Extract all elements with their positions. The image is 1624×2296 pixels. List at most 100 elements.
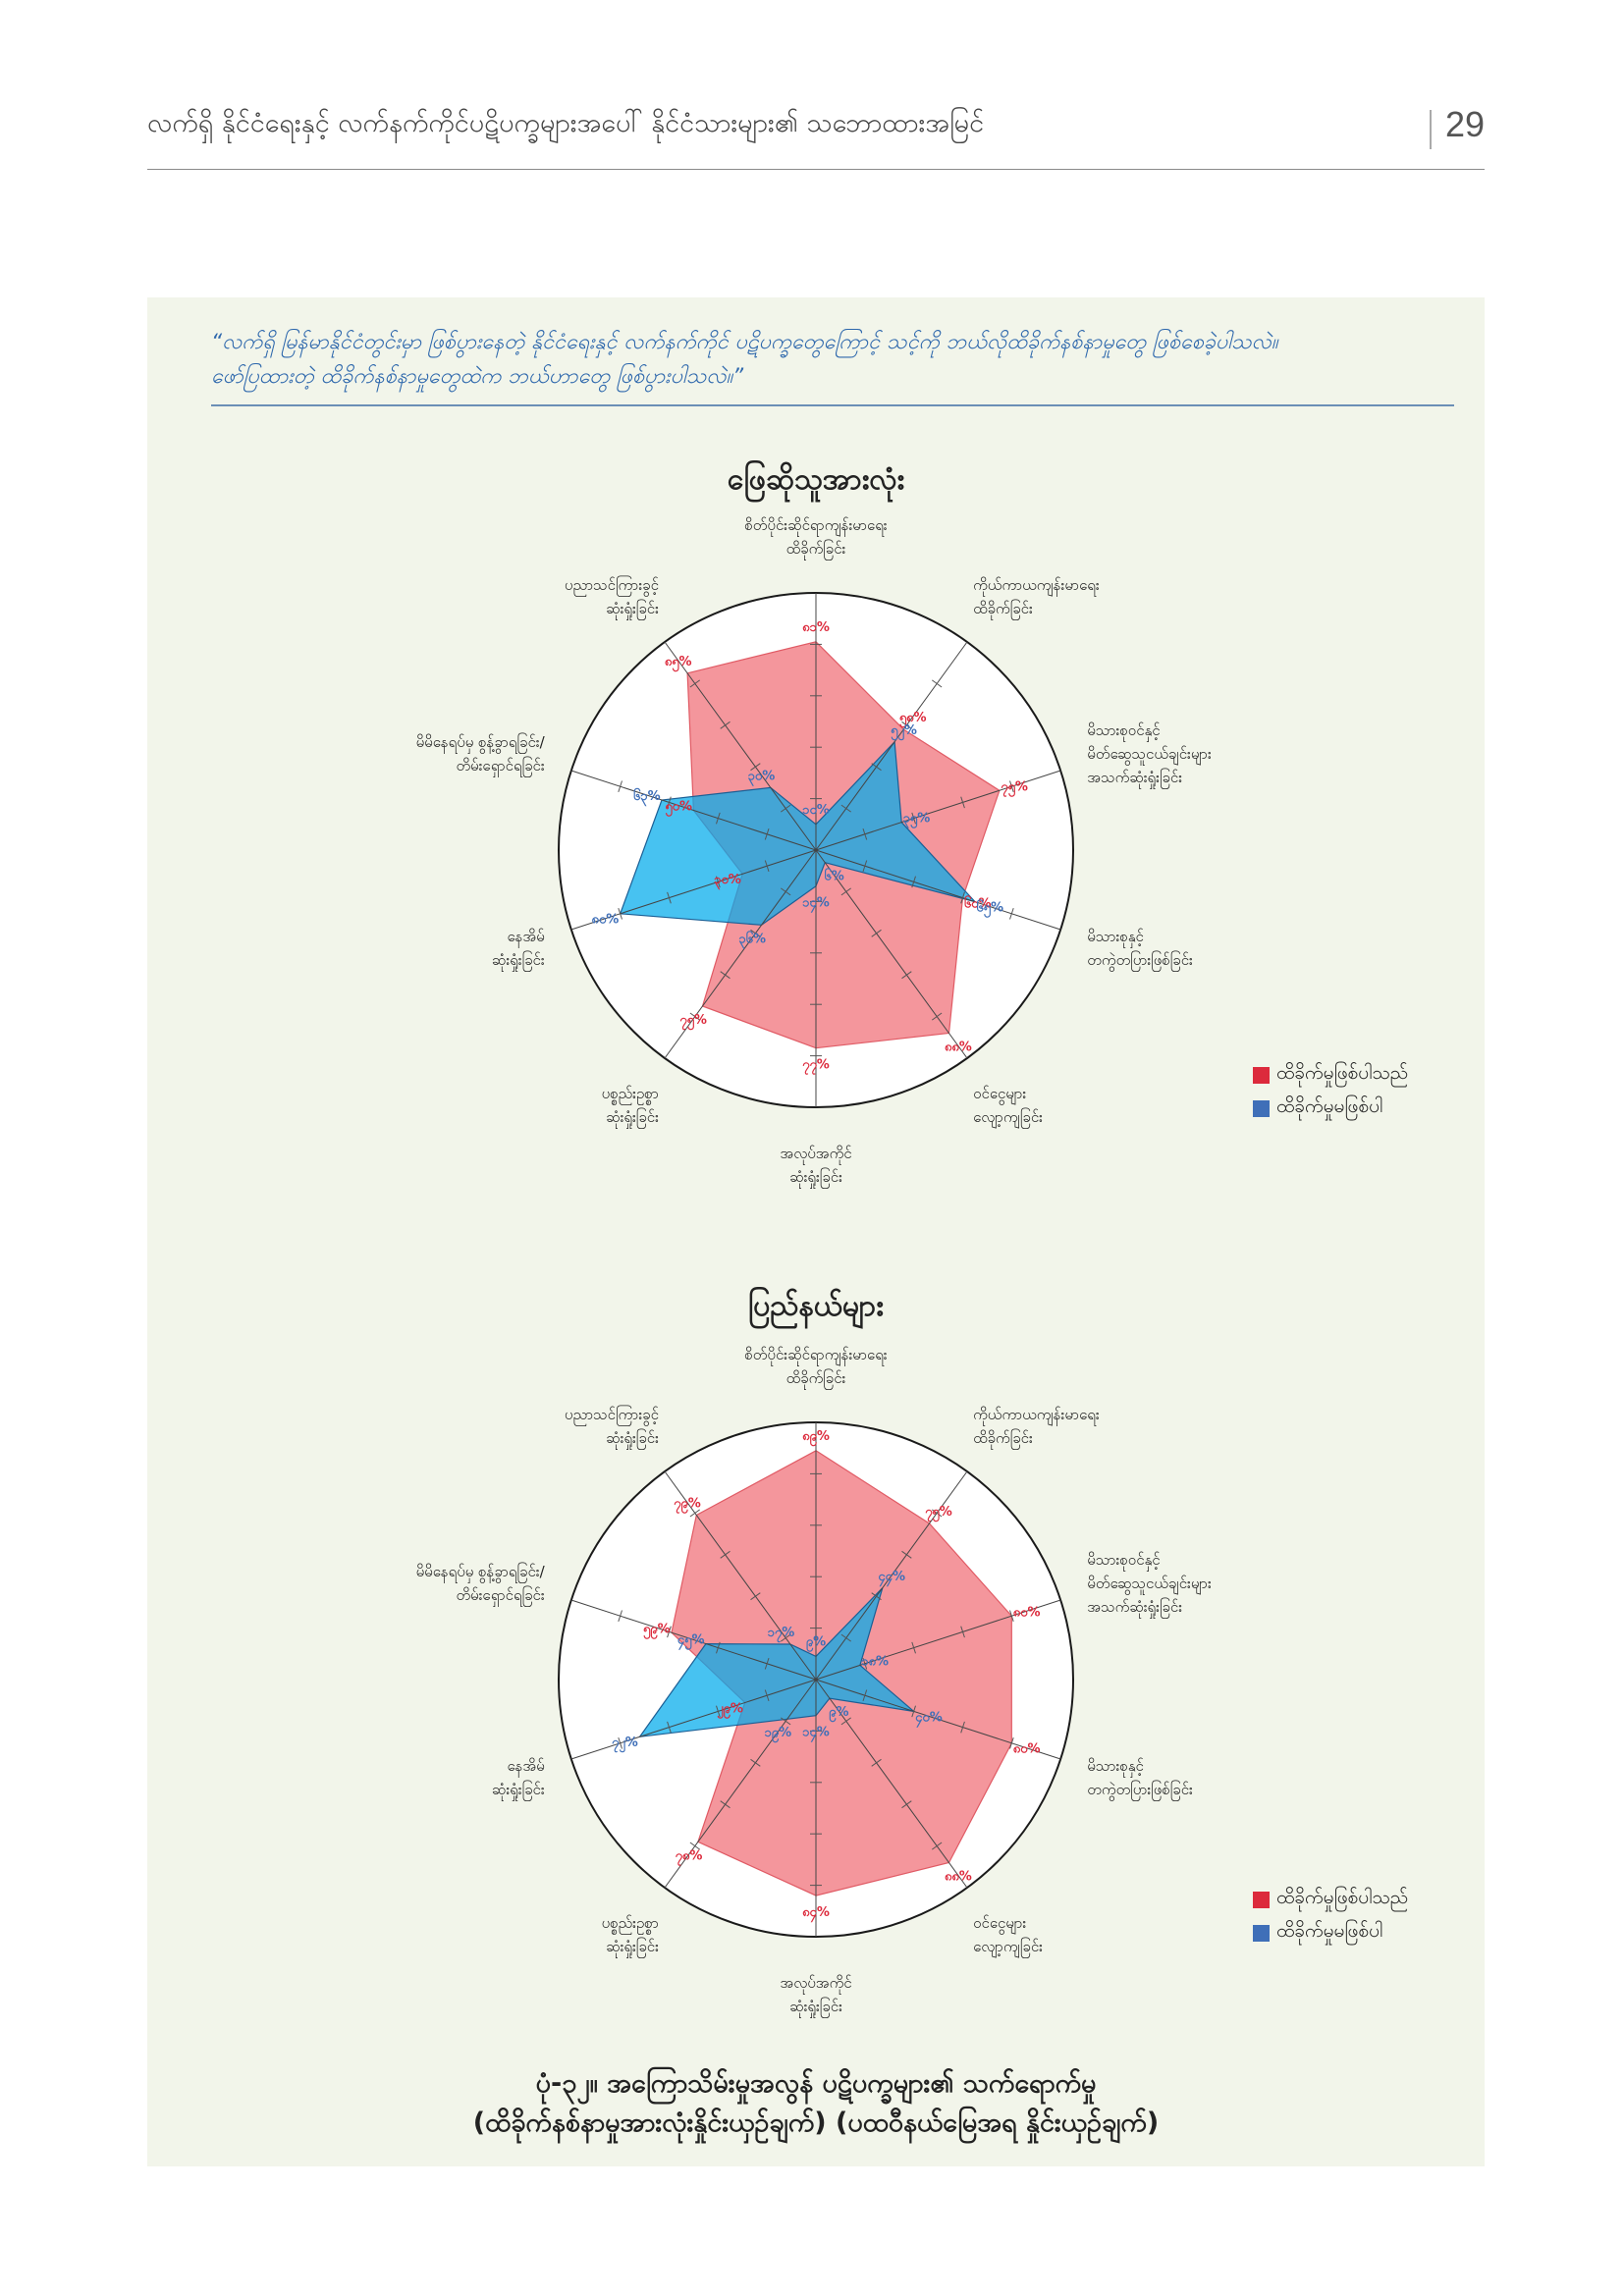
- axis-label: ပညာသင်ကြားခွင့်: [565, 1405, 659, 1426]
- radar-spoke: [815, 770, 1061, 851]
- radar-tick: [689, 1509, 700, 1518]
- radar-spoke: [570, 849, 817, 931]
- radar-spoke: [815, 849, 1061, 931]
- radar-tick: [862, 828, 868, 840]
- radar-tick: [764, 828, 770, 840]
- radar-spoke: [570, 770, 817, 851]
- data-label-affected: ၇၈%: [676, 1848, 703, 1866]
- data-label-affected: ၈၄%: [802, 1905, 830, 1923]
- radar-tick: [618, 1736, 623, 1749]
- radar-spoke: [815, 1470, 968, 1681]
- axis-label: ထိခိုက်ခြင်း: [973, 599, 1033, 620]
- axis-label: မိသားစုဝင်နှင့်: [1087, 721, 1160, 742]
- radar-tick: [618, 907, 623, 920]
- data-label-affected: ၈၈%: [945, 1870, 972, 1885]
- radar-tick: [689, 1842, 700, 1850]
- radar-tick: [901, 971, 912, 980]
- caption-line-2: (ထိခိုက်နစ်နာမှုအားလုံးနှိုင်းယှဉ်ချက်) …: [472, 2108, 1160, 2138]
- axis-label: တကွဲတပြားဖြစ်ခြင်း: [1087, 950, 1193, 972]
- axis-label: မိသားစုနှင့်: [1087, 1757, 1144, 1778]
- radar-chart-all-respondents: ဖြေဆိုသူအားလုံး စိတ်ပိုင်းဆိုင်ရာကျန်းမာ…: [147, 440, 1485, 1205]
- radar-tick: [871, 1592, 882, 1601]
- axis-label: မိမိနေရပ်မှ စွန့်ခွာရခြင်း/: [416, 732, 546, 754]
- radar-tick: [911, 876, 916, 888]
- legend-swatch-not-affected: [1253, 1099, 1270, 1117]
- axis-label: ဝင်ငွေများ: [973, 1085, 1026, 1105]
- axis-label: ဆုံးရှုံးခြင်း: [606, 1428, 659, 1450]
- radar-tick: [911, 812, 916, 825]
- data-label-not-affected: ၆၃%: [633, 787, 661, 807]
- data-label-affected: ၇၇%: [802, 1058, 830, 1076]
- running-title: လက်ရှိ နိုင်ငံရေးနှင့် လက်နက်ကိုင်ပဋိပက္…: [147, 108, 985, 138]
- axis-label: လျော့ကျခြင်း: [973, 1107, 1043, 1129]
- data-label-affected: ၅၈%: [899, 711, 927, 728]
- axis-label: မိတ်ဆွေသူငယ်ချင်းများ: [1087, 1575, 1212, 1595]
- data-label-not-affected: ၁၀%: [802, 803, 830, 818]
- radar-tick: [932, 679, 943, 688]
- data-label-not-affected: ၄၀%: [915, 1710, 943, 1728]
- question-line-1: “လက်ရှိ မြန်မာနိုင်ငံတွင်းမှာ ဖြစ်ပွားနေ…: [211, 330, 1278, 354]
- axis-label: တကွဲတပြားဖြစ်ခြင်း: [1087, 1780, 1193, 1801]
- radar-tick: [781, 887, 791, 896]
- axis-label: မိမိနေရပ်မှ စွန့်ခွာရခြင်း/: [416, 1562, 546, 1583]
- axis-label: ကိုယ်ကာယကျန်းမာရေး: [973, 576, 1100, 597]
- radar-tick: [750, 1592, 761, 1601]
- radar-spoke: [664, 1470, 817, 1681]
- figure-panel: “လက်ရှိ မြန်မာနိုင်ငံတွင်းမှာ ဖြစ်ပွားနေ…: [147, 297, 1485, 2166]
- data-label-affected: ၆၀%: [964, 895, 992, 912]
- radar-tick: [1009, 1610, 1014, 1623]
- axis-label: မိသားစုနှင့်: [1087, 928, 1144, 948]
- radar-tick: [667, 796, 672, 809]
- axis-label: မိတ်ဆွေသူငယ်ချင်းများ: [1087, 745, 1212, 766]
- radar-tick: [960, 796, 965, 809]
- radar-tick: [932, 1012, 943, 1021]
- axis-label: ဆုံးရှုံးခြင်း: [789, 1167, 842, 1189]
- radar-tick: [871, 1758, 882, 1767]
- data-label-not-affected: ၈၀%: [592, 913, 620, 928]
- axis-label: တိမ်းရှောင်ရခြင်း: [456, 1585, 544, 1607]
- legend-swatch-affected: [1253, 1891, 1270, 1908]
- chart-legend: ထိခိုက်မှုဖြစ်ပါသည် ထိခိုက်မှုမဖြစ်ပါ: [1253, 1058, 1408, 1125]
- data-label-not-affected: ၉%: [829, 1705, 848, 1723]
- axis-label: ဆုံးရှုံးခြင်း: [492, 1780, 545, 1801]
- radar-tick: [781, 1717, 791, 1726]
- axis-label: ထိခိုက်ခြင်း: [973, 1428, 1033, 1450]
- legend-label-not-affected: ထိခိုက်မှုမဖြစ်ပါ: [1276, 1920, 1383, 1942]
- data-label-affected: ၈၁%: [802, 620, 830, 635]
- chart-title: ဖြေဆိုသူအားလုံး: [727, 462, 905, 497]
- radar-tick: [840, 804, 851, 813]
- chart-title: ပြည်နယ်များ: [748, 1289, 884, 1323]
- data-label-not-affected: ၃၀%: [748, 770, 776, 787]
- data-label-affected: ၈၀%: [1013, 1742, 1041, 1757]
- question-line-2: ဖော်ပြထားတဲ့ ထိခိုက်နစ်နာမှုတွေထဲက ဘယ်ဟာ…: [211, 364, 744, 389]
- radar-tick: [932, 1842, 943, 1850]
- data-label-not-affected: ၃၆%: [738, 930, 766, 949]
- data-label-not-affected: ၆၅%: [976, 899, 1003, 919]
- axis-label: အလုပ်အကိုင်: [780, 1145, 851, 1165]
- data-label-not-affected: ၁၇%: [768, 1626, 795, 1643]
- radar-tick: [750, 929, 761, 937]
- data-label-affected: ၈၀%: [1013, 1605, 1041, 1620]
- question-rule: [211, 404, 1454, 406]
- radar-tick: [618, 1610, 623, 1623]
- data-label-not-affected: ၄၄%: [878, 1570, 905, 1587]
- data-label-not-affected: ၄၅%: [677, 1633, 705, 1651]
- radar-tick: [781, 1633, 791, 1642]
- radar-tick: [750, 763, 761, 772]
- radar-spoke: [815, 1599, 1061, 1681]
- axis-label: လျော့ကျခြင်း: [973, 1937, 1043, 1958]
- legend-item-not-affected: ထိခိုက်မှုမဖြစ်ပါ: [1253, 1092, 1408, 1125]
- axis-label: မိသားစုဝင်နှင့်: [1087, 1551, 1160, 1572]
- data-label-affected: ၈၈%: [945, 1041, 972, 1055]
- data-label-not-affected: ၁၈%: [861, 1655, 889, 1670]
- data-label-affected: ၈၉%: [802, 1429, 830, 1447]
- radar-spoke: [664, 1679, 817, 1889]
- radar-chart-svg: စိတ်ပိုင်းဆိုင်ရာကျန်းမာရေးထိခိုက်ခြင်းက…: [416, 1346, 1212, 2018]
- data-label-not-affected: ၁၄%: [802, 1726, 830, 1743]
- radar-tick: [1009, 907, 1014, 920]
- data-label-affected: ၈၅%: [665, 655, 692, 672]
- radar-tick: [720, 971, 731, 980]
- radar-tick: [862, 860, 868, 873]
- data-label-affected: ၇၅%: [925, 1505, 952, 1522]
- radar-tick: [667, 1721, 672, 1734]
